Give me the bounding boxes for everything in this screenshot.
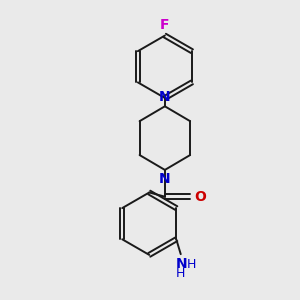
Text: N: N bbox=[159, 172, 171, 186]
Text: N: N bbox=[159, 90, 171, 104]
Text: N: N bbox=[176, 256, 188, 271]
Text: O: O bbox=[194, 190, 206, 204]
Text: H: H bbox=[187, 258, 196, 271]
Text: F: F bbox=[160, 18, 170, 32]
Text: H: H bbox=[176, 267, 185, 280]
